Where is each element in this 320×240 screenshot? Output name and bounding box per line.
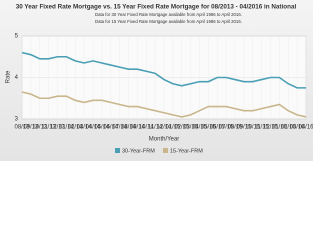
legend-label: 30-Year-FRM bbox=[122, 148, 155, 154]
x-tick-label: 01/16 bbox=[272, 125, 288, 131]
x-tick-label: 08/13 bbox=[14, 125, 30, 131]
x-tick-label: 04/16 bbox=[298, 125, 313, 131]
x-tick-label: 10/15 bbox=[245, 125, 261, 131]
x-tick-label: 10/13 bbox=[32, 125, 48, 131]
y-axis-label: Rate bbox=[6, 70, 12, 83]
y-tick-label: 4 bbox=[15, 75, 19, 81]
note: Data for 15 Year Fixed Rate Mortgage ava… bbox=[95, 19, 242, 24]
x-axis-label: Month/Year bbox=[149, 137, 179, 143]
x-tick-label: 06/15 bbox=[210, 125, 226, 131]
note: Data for 30 Year Fixed Rate Mortgage ava… bbox=[95, 12, 242, 17]
x-tick-label: 09/14 bbox=[130, 125, 146, 131]
series-line bbox=[21, 51, 306, 89]
x-tick-label: 03/14 bbox=[77, 125, 93, 131]
x-tick-label: 01/15 bbox=[165, 125, 181, 131]
legend-swatch bbox=[163, 148, 168, 153]
x-tick-label: 07/14 bbox=[112, 125, 128, 131]
x-tick-label: 08/15 bbox=[227, 125, 243, 131]
x-tick-label: 03/16 bbox=[290, 125, 306, 131]
x-tick-label: 12/14 bbox=[156, 125, 172, 131]
x-tick-label: 05/15 bbox=[201, 125, 217, 131]
x-tick-label: 11/13 bbox=[41, 125, 56, 131]
x-tick-label: 09/13 bbox=[23, 125, 39, 131]
chart: 30 Year Fixed Rate Mortgage vs. 15 Year … bbox=[0, 0, 313, 161]
y-tick-label: 3 bbox=[15, 117, 19, 123]
x-tick-label: 11/15 bbox=[254, 125, 269, 131]
x-tick-label: 04/14 bbox=[85, 125, 101, 131]
x-tick-label: 09/15 bbox=[236, 125, 252, 131]
x-tick-label: 11/14 bbox=[148, 125, 163, 131]
x-tick-label: 04/15 bbox=[192, 125, 208, 131]
y-tick-label: 5 bbox=[15, 34, 19, 40]
x-tick-label: 07/15 bbox=[219, 125, 235, 131]
x-tick-label: 01/14 bbox=[59, 125, 75, 131]
x-tick-label: 06/14 bbox=[103, 125, 119, 131]
x-tick-label: 12/15 bbox=[263, 125, 279, 131]
x-tick-label: 12/13 bbox=[50, 125, 66, 131]
x-tick-label: 02/14 bbox=[68, 125, 84, 131]
x-tick-label: 05/14 bbox=[94, 125, 110, 131]
legend-swatch bbox=[115, 148, 120, 153]
x-tick-label: 02/15 bbox=[174, 125, 190, 131]
series-line bbox=[21, 91, 307, 118]
x-tick-label: 02/16 bbox=[281, 125, 297, 131]
chart-title: 30 Year Fixed Rate Mortgage vs. 15 Year … bbox=[16, 4, 297, 11]
x-tick-label: 03/15 bbox=[183, 125, 199, 131]
legend-label: 15-Year-FRM bbox=[170, 148, 203, 154]
x-tick-label: 10/14 bbox=[139, 125, 155, 131]
x-tick-label: 08/14 bbox=[121, 125, 137, 131]
